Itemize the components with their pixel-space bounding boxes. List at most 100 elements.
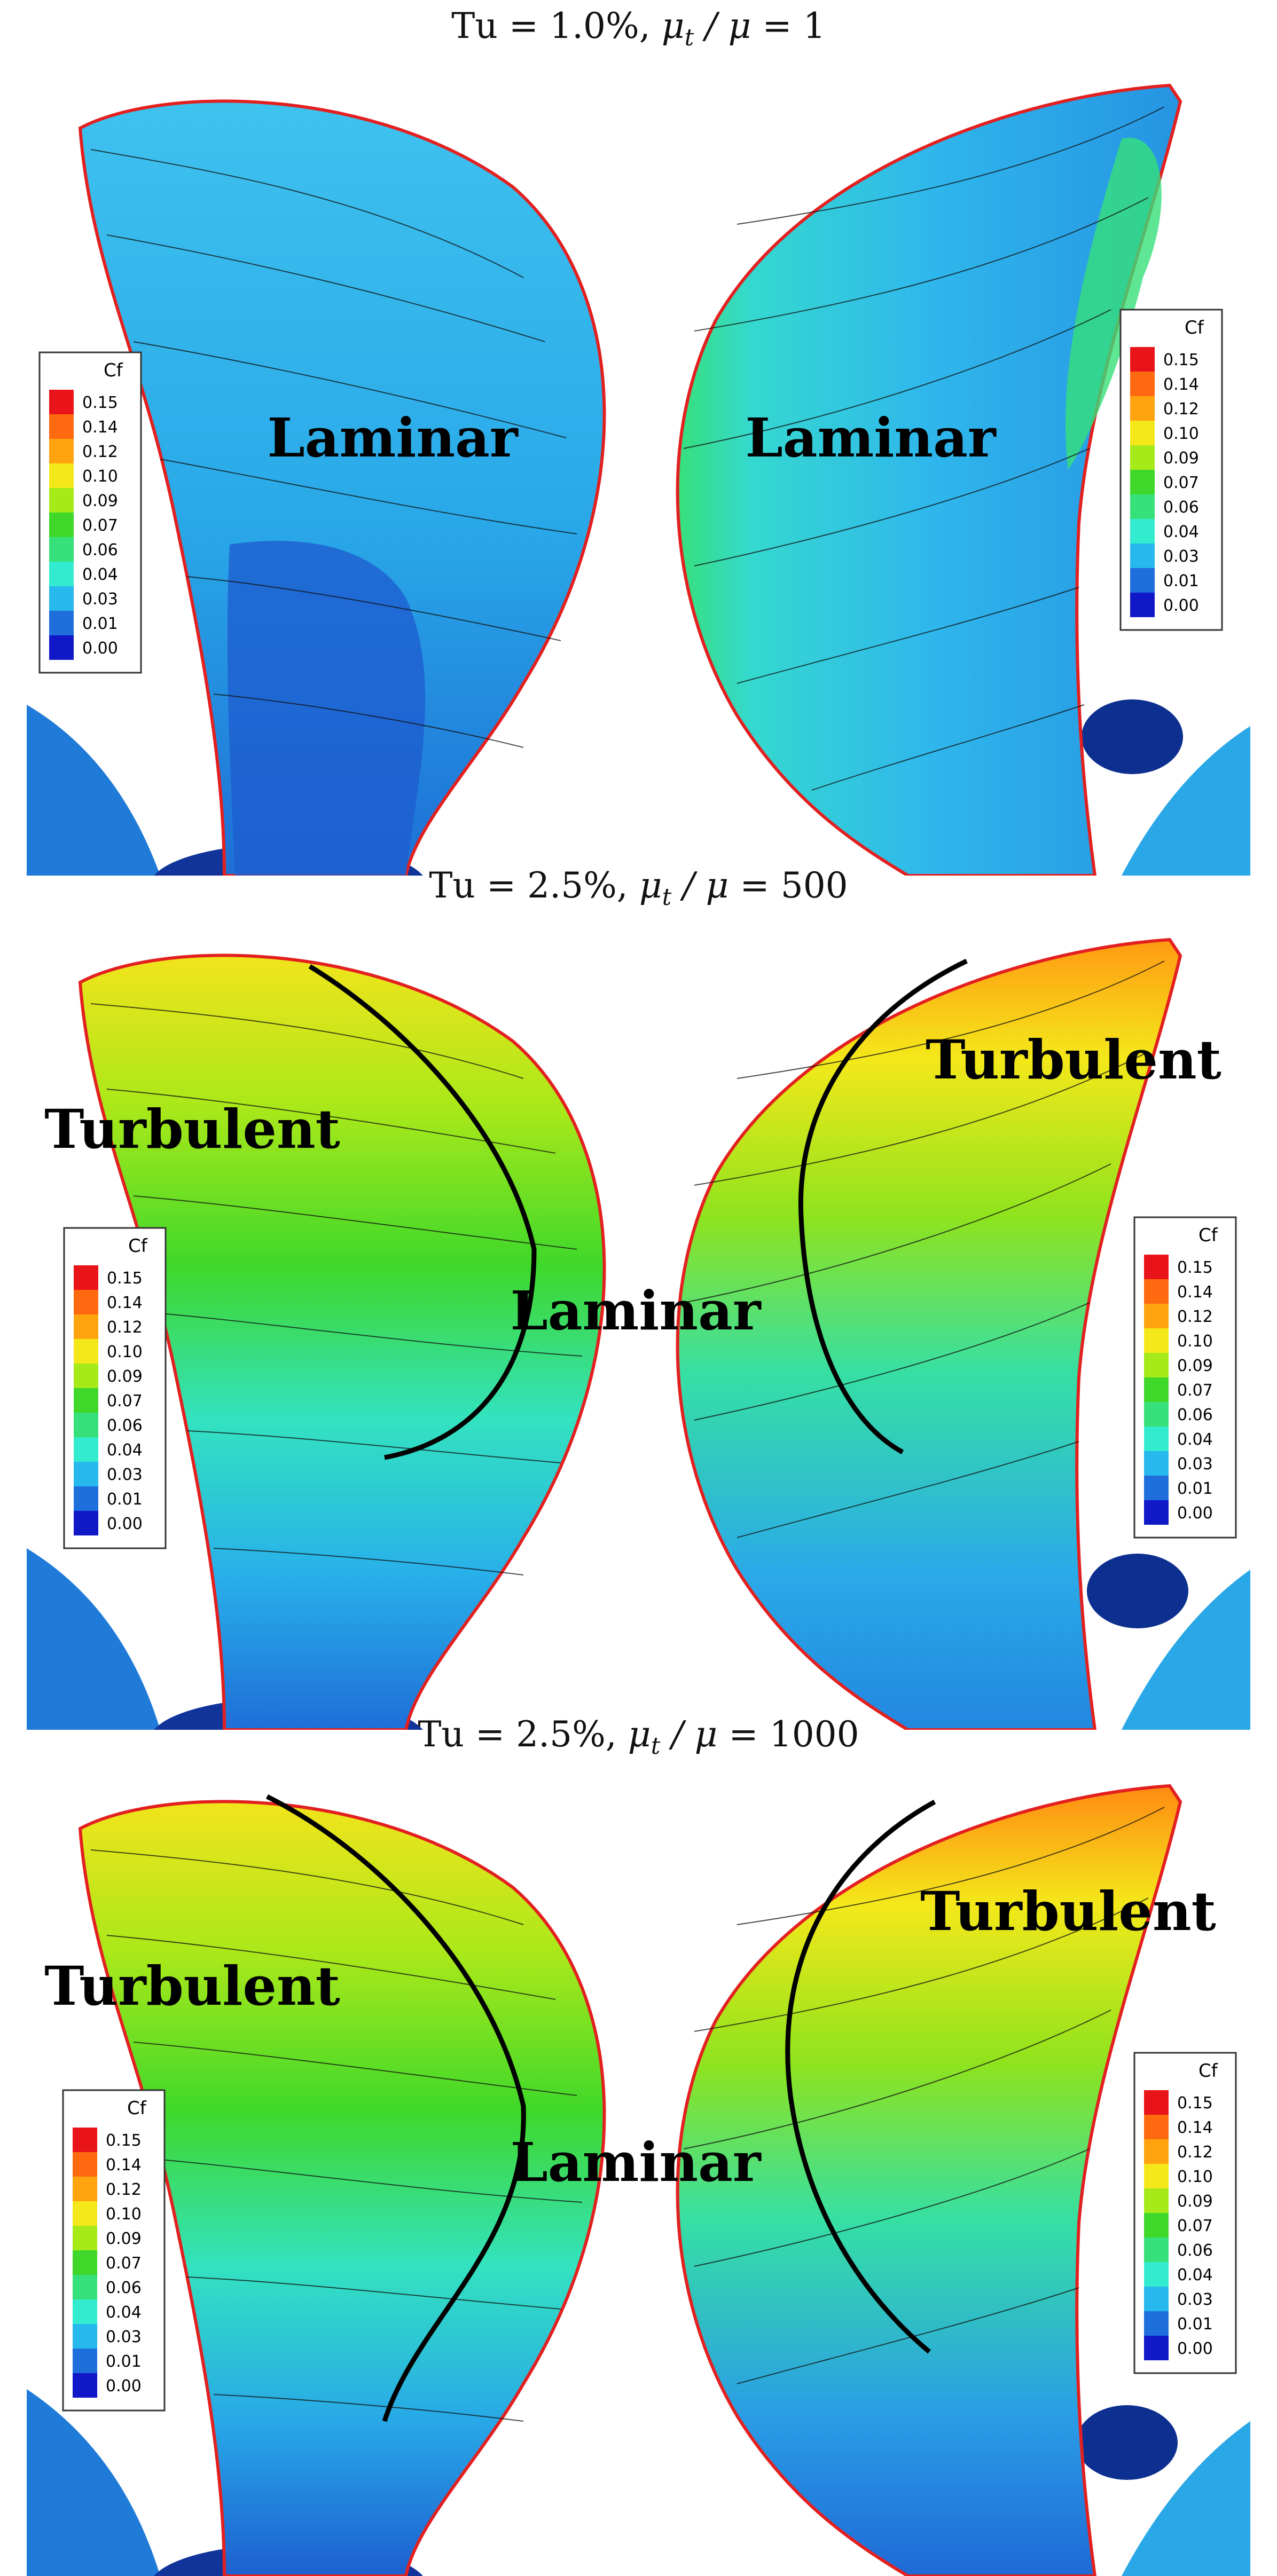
colorbar-tick-label: 0.10	[1177, 1332, 1213, 1351]
colorbar-tick-label: 0.07	[106, 2254, 142, 2273]
colorbar-tick-label: 0.04	[1177, 1430, 1213, 1449]
colorbar-swatch	[1144, 2188, 1169, 2213]
colorbar-tick-label: 0.03	[107, 1466, 143, 1484]
colorbar-swatch	[1144, 1304, 1169, 1328]
colorbar-row1-left: Cf 0.150.140.120.100.090.070.060.040.030…	[38, 351, 142, 674]
colorbar-swatch	[1144, 1500, 1169, 1525]
row2-tu: Tu = 2.5%,	[429, 865, 628, 906]
colorbar-swatch	[1130, 347, 1155, 372]
colorbar-swatch	[1144, 2090, 1169, 2115]
colorbar-tick-label: 0.10	[1163, 424, 1199, 443]
colorbar-tick-label: 0.07	[107, 1392, 143, 1411]
row1-label-left: Laminar	[267, 406, 518, 469]
colorbar-swatch	[1144, 2164, 1169, 2188]
colorbar-tick-label: 0.09	[1177, 2192, 1213, 2211]
colorbar-tick-labels: 0.15 0.14 0.12 0.10 0.09 0.07 0.06 0.04 0.03 0.01…	[107, 1269, 143, 1533]
colorbar-tick-label: 0.04	[1177, 2266, 1213, 2284]
colorbar-swatch	[49, 439, 74, 463]
colorbar-tick-label: 0.09	[82, 492, 118, 510]
colorbar-tick-label: 0.15	[106, 2131, 142, 2150]
colorbar-swatch	[1130, 519, 1155, 543]
row3-tu: Tu = 2.5%,	[418, 1714, 617, 1755]
colorbar-swatch	[73, 2152, 97, 2177]
colorbar-swatch	[74, 1290, 98, 1314]
colorbar-swatches	[1144, 1255, 1169, 1525]
colorbar-tick-label: 0.09	[1163, 449, 1199, 468]
colorbar-swatch	[73, 2299, 97, 2324]
colorbar-tick-label: 0.15	[82, 393, 118, 412]
colorbar-swatch	[49, 537, 74, 562]
colorbar-swatch	[1130, 445, 1155, 470]
colorbar-swatch	[1130, 396, 1155, 421]
colorbar-title: Cf	[1185, 317, 1204, 338]
colorbar-swatch	[74, 1437, 98, 1462]
row3-label-center-laminar: Laminar	[510, 2131, 761, 2194]
row1-tu: Tu = 1.0%,	[451, 5, 651, 46]
colorbar-tick-label: 0.12	[106, 2180, 142, 2199]
colorbar-swatch	[1144, 1255, 1169, 1279]
colorbar-tick-label: 0.12	[1163, 400, 1199, 419]
colorbar-tick-label: 0.06	[1163, 498, 1199, 517]
colorbar-tick-label: 0.06	[106, 2279, 142, 2297]
colorbar-tick-label: 0.01	[1177, 1479, 1213, 1498]
colorbar-tick-label: 0.14	[1177, 1283, 1213, 1302]
side-blade-left	[27, 1548, 160, 1730]
side-blade-right	[1122, 1570, 1250, 1730]
colorbar-tick-label: 0.15	[1163, 351, 1199, 369]
colorbar-tick-label: 0.09	[107, 1367, 143, 1386]
colorbar-swatches	[1144, 2090, 1169, 2360]
row1-label-right: Laminar	[745, 406, 996, 469]
colorbar-tick-label: 0.00	[107, 1515, 143, 1533]
colorbar-tick-label: 0.15	[1177, 1258, 1213, 1277]
blade-right	[676, 938, 1182, 1730]
colorbar-tick-label: 0.00	[1177, 2339, 1213, 2358]
side-blade-right	[1122, 726, 1250, 876]
colorbar-swatches	[74, 1265, 98, 1535]
row3-ratio-value: 1000	[769, 1714, 859, 1755]
colorbar-swatch	[74, 1486, 98, 1511]
colorbar-swatch	[1144, 1377, 1169, 1402]
hub-right	[1082, 699, 1183, 774]
colorbar-tick-label: 0.14	[107, 1294, 143, 1312]
colorbar-tick-label: 0.07	[1177, 1381, 1213, 1400]
transition-line-right	[785, 1800, 936, 2354]
colorbar-swatch	[74, 1364, 98, 1388]
colorbar-tick-label: 0.06	[1177, 2241, 1213, 2260]
colorbar-tick-label: 0.15	[1177, 2094, 1213, 2113]
colorbar-swatch	[49, 488, 74, 513]
row3-ratio-label: μt / μ =	[628, 1714, 758, 1760]
colorbar-swatches	[1130, 347, 1155, 617]
colorbar-tick-label: 0.04	[1163, 523, 1199, 541]
colorbar-tick-label: 0.00	[106, 2377, 142, 2396]
colorbar-tick-label: 0.00	[1163, 596, 1199, 615]
colorbar-tick-label: 0.10	[1177, 2168, 1213, 2186]
colorbar-swatch	[49, 586, 74, 611]
colorbar-tick-label: 0.12	[1177, 2143, 1213, 2162]
colorbar-row3-right: Cf 0.150.140.120.100.090.070.060.040.030…	[1133, 2052, 1237, 2374]
colorbar-tick-label: 0.09	[106, 2230, 142, 2248]
colorbar-tick-label: 0.07	[1163, 474, 1199, 492]
colorbar-swatch	[1144, 1476, 1169, 1500]
colorbar-tick-label: 0.14	[82, 418, 118, 437]
colorbar-swatch	[74, 1413, 98, 1437]
colorbar-swatch	[1130, 543, 1155, 568]
row1-panel: Laminar Laminar Cf 0.15 0.14 0.12 0.10 0.09 0…	[27, 83, 1250, 876]
colorbar-swatch	[49, 390, 74, 414]
streamlines-row3	[90, 1807, 1165, 2422]
colorbar-swatch	[49, 414, 74, 439]
colorbar-swatch	[74, 1462, 98, 1486]
colorbar-title: Cf	[1198, 2060, 1218, 2082]
colorbar-tick-label: 0.06	[82, 541, 118, 560]
colorbar-tick-label: 0.06	[1177, 1406, 1213, 1424]
colorbar-swatch	[1144, 1353, 1169, 1377]
colorbar-swatch	[73, 2250, 97, 2275]
colorbar-swatch	[49, 562, 74, 586]
colorbar-tick-label: 0.09	[1177, 1357, 1213, 1375]
colorbar-swatch	[49, 463, 74, 488]
colorbar-swatch	[1144, 2287, 1169, 2311]
colorbar-swatch	[1144, 2213, 1169, 2238]
colorbar-swatch	[73, 2275, 97, 2299]
row2-label-right-turbulent: Turbulent	[926, 1028, 1221, 1091]
transition-line-right	[798, 958, 968, 1454]
colorbar-swatch	[74, 1314, 98, 1339]
